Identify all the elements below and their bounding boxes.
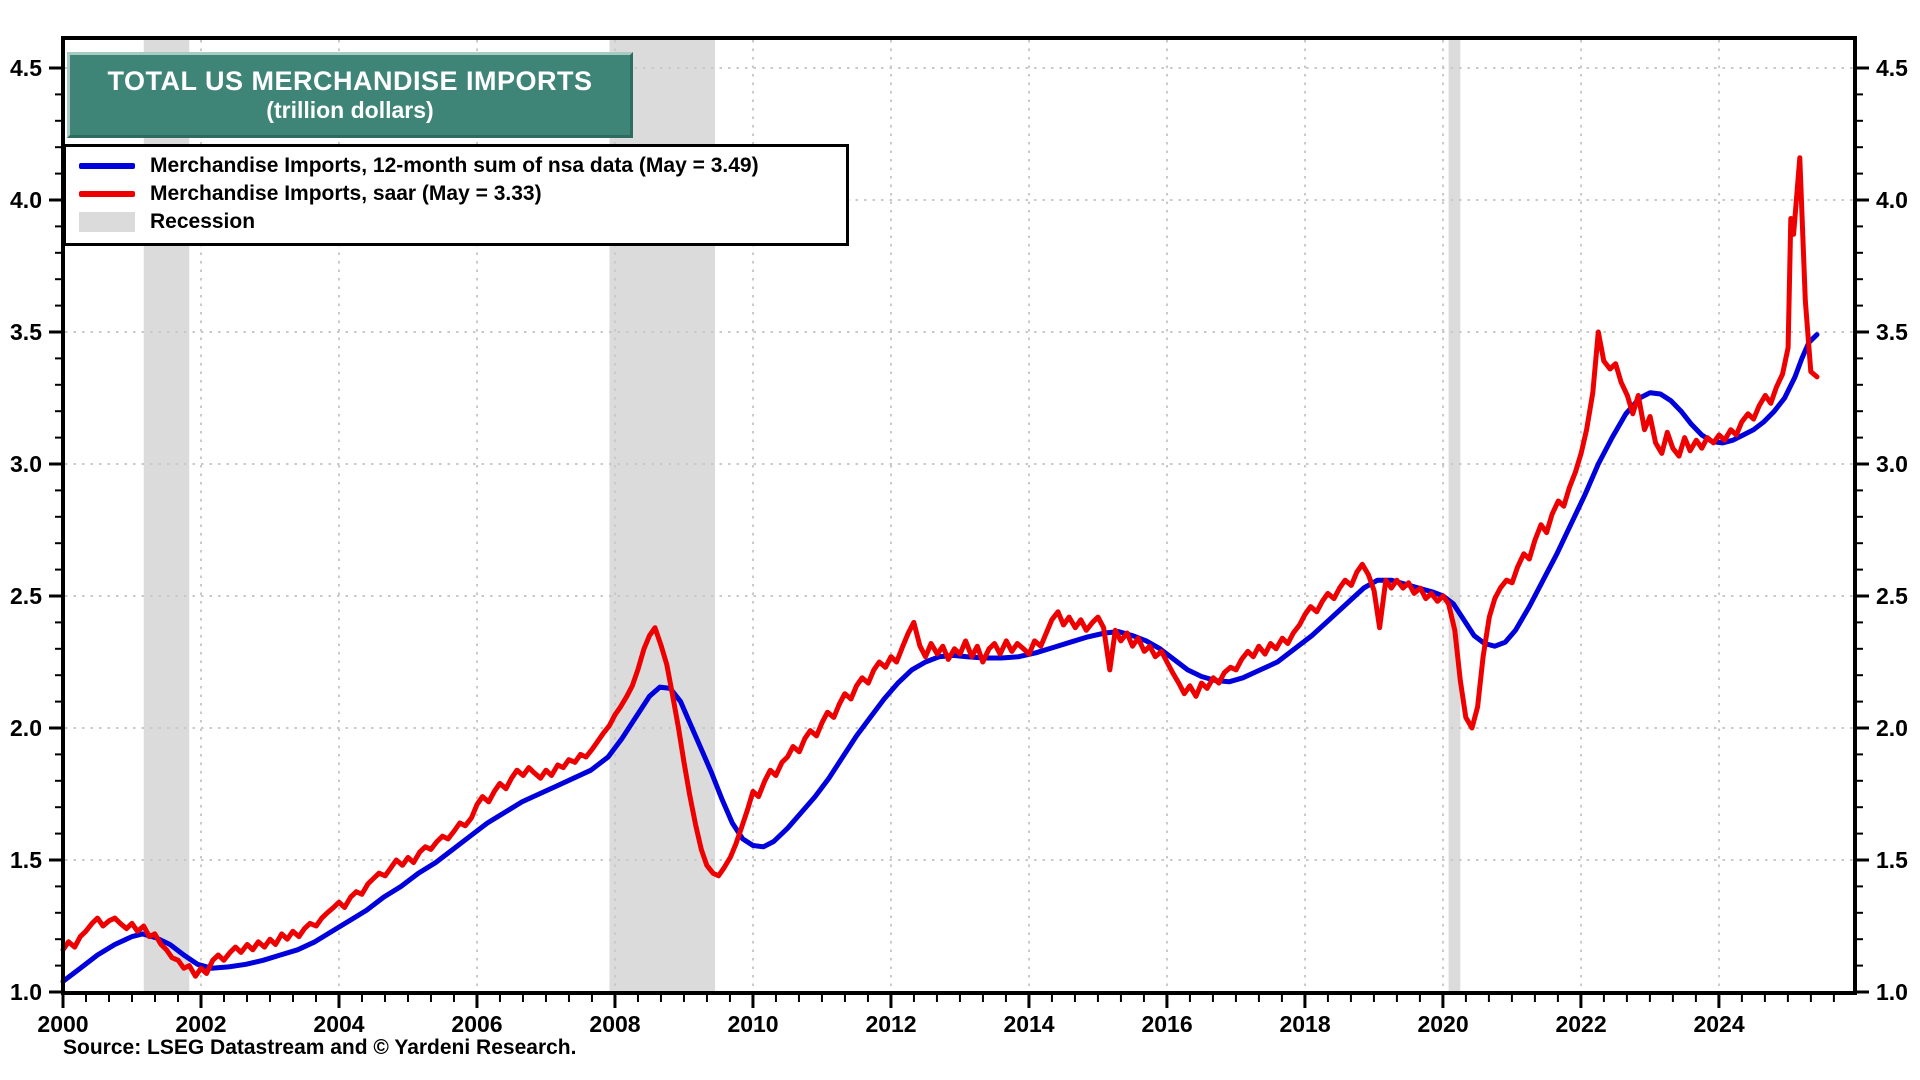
x-axis-label: 2014 <box>1003 1011 1054 1037</box>
y-axis-label-left: 4.0 <box>10 187 42 213</box>
y-axis-label-right: 1.0 <box>1876 979 1908 1005</box>
y-axis-label-left: 2.0 <box>10 715 42 741</box>
recession-band <box>1448 40 1461 991</box>
y-axis-label-right: 2.0 <box>1876 715 1908 741</box>
y-axis-label-right: 1.5 <box>1876 847 1908 873</box>
legend-label: Merchandise Imports, 12-month sum of nsa… <box>150 154 759 177</box>
x-axis-label: 2018 <box>1279 1011 1330 1037</box>
x-axis-label: 2006 <box>451 1011 502 1037</box>
legend-item-saar: Merchandise Imports, saar (May = 3.33) <box>66 180 846 208</box>
y-axis-label-left: 4.5 <box>10 55 42 81</box>
red-line-swatch-icon <box>79 191 135 197</box>
x-axis-label: 2008 <box>589 1011 640 1037</box>
y-axis-label-left: 3.5 <box>10 319 42 345</box>
x-axis-label: 2012 <box>865 1011 916 1037</box>
x-axis-label: 2010 <box>727 1011 778 1037</box>
x-axis-label: 2002 <box>175 1011 226 1037</box>
chart-title: TOTAL US MERCHANDISE IMPORTS <box>107 65 593 96</box>
recession-band-swatch-icon <box>79 212 135 232</box>
axis-labels: 1.0 1.0 1.5 1.5 2.0 2.0 2.5 2.5 3.0 3.0 3.5 3.5 4.0 4… <box>10 55 1908 1037</box>
x-axis-label: 2022 <box>1555 1011 1606 1037</box>
y-axis-label-left: 3.0 <box>10 451 42 477</box>
y-axis-label-left: 1.5 <box>10 847 42 873</box>
axis-ticks <box>49 66 1869 1008</box>
y-axis-label-right: 2.5 <box>1876 583 1908 609</box>
y-axis-label-left: 2.5 <box>10 583 42 609</box>
plot-frame <box>61 36 1857 995</box>
chart-subtitle: (trillion dollars) <box>266 96 434 123</box>
y-axis-label-right: 3.0 <box>1876 451 1908 477</box>
series-line-saar <box>60 155 1820 979</box>
legend-item-recession: Recession <box>66 208 846 236</box>
legend-item-nsa-sum: Merchandise Imports, 12-month sum of nsa… <box>66 152 846 180</box>
legend-label: Recession <box>150 210 256 233</box>
x-axis-label: 2004 <box>313 1011 364 1037</box>
y-axis-label-right: 3.5 <box>1876 319 1908 345</box>
x-axis-label: 2016 <box>1141 1011 1192 1037</box>
legend-label: Merchandise Imports, saar (May = 3.33) <box>150 182 542 205</box>
series-line-12m-sum <box>60 332 1820 984</box>
x-axis-label: 2000 <box>37 1011 88 1037</box>
x-axis-label: 2024 <box>1693 1011 1744 1037</box>
y-axis-label-left: 1.0 <box>10 979 42 1005</box>
source-attribution: Source: LSEG Datastream and © Yardeni Re… <box>63 1036 577 1059</box>
y-axis-label-right: 4.5 <box>1876 55 1908 81</box>
legend: Merchandise Imports, 12-month sum of nsa… <box>63 144 849 246</box>
x-axis-label: 2020 <box>1417 1011 1468 1037</box>
chart-title-box: TOTAL US MERCHANDISE IMPORTS (trillion d… <box>67 52 633 138</box>
blue-line-swatch-icon <box>79 163 135 169</box>
y-axis-label-right: 4.0 <box>1876 187 1908 213</box>
